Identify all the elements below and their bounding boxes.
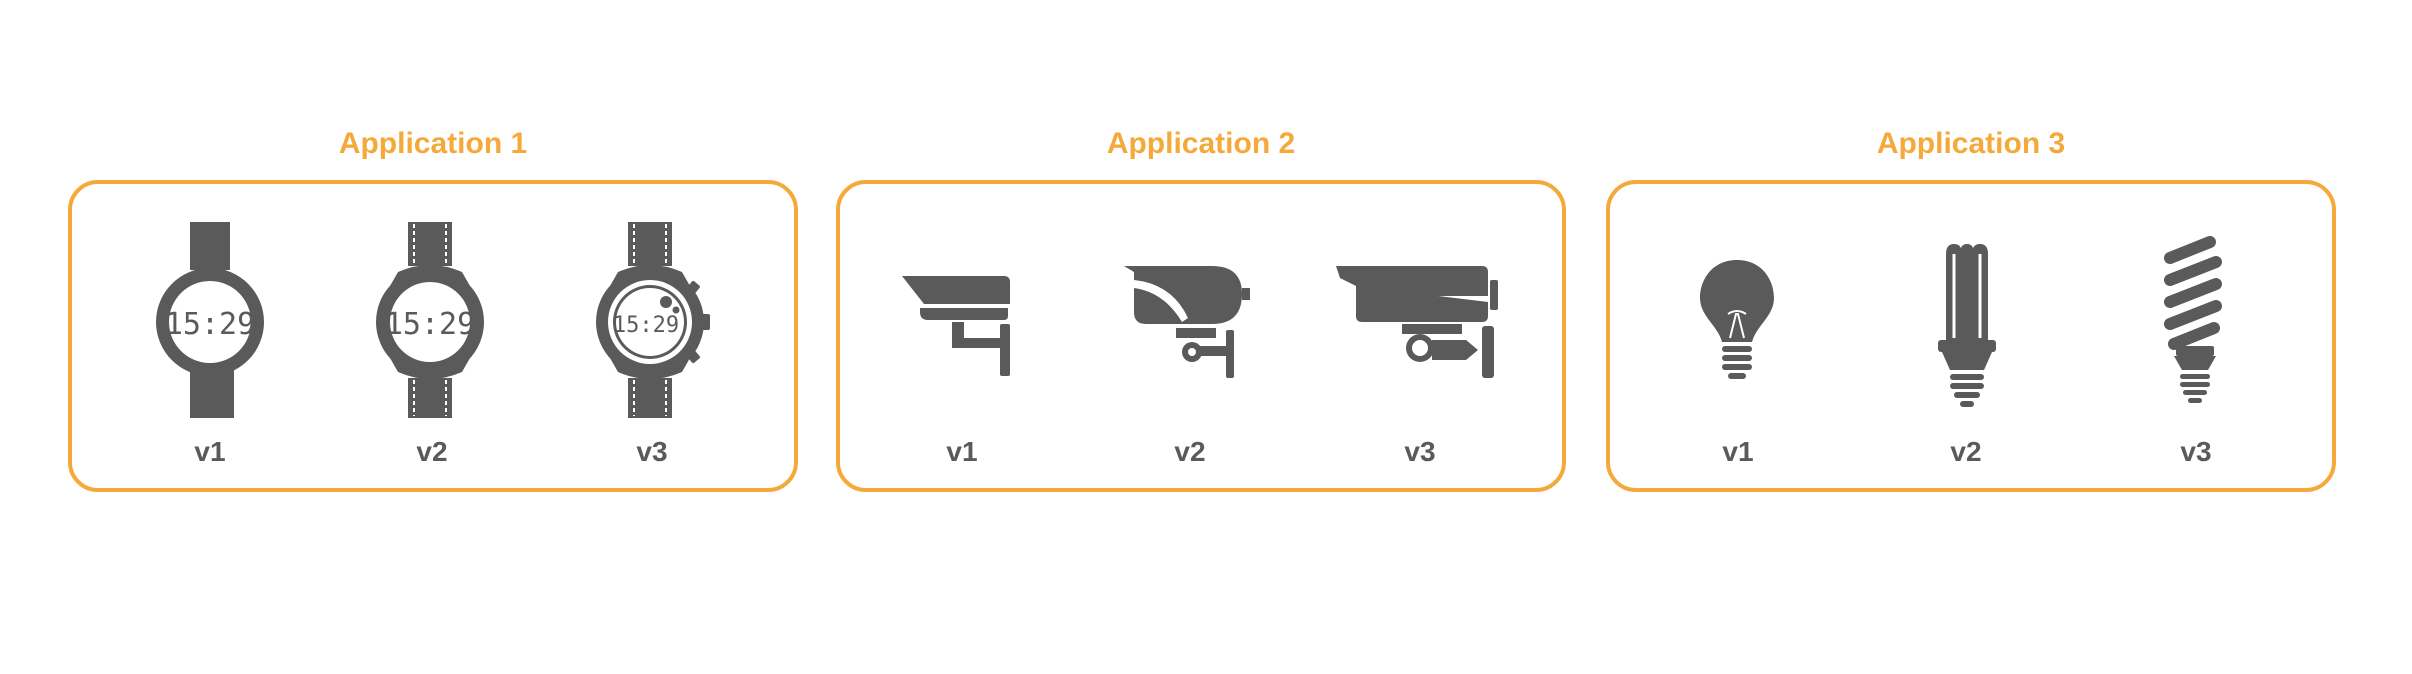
watch-v1-icon: 15:29 bbox=[150, 220, 270, 420]
bulb-v2-icon bbox=[1922, 240, 2012, 410]
application-2-v3-label: v3 bbox=[1404, 436, 1436, 467]
bulb-v1-icon bbox=[1692, 258, 1782, 388]
watch-v3-icon: 15:29 bbox=[590, 220, 720, 420]
watch-time-display: 15:29 bbox=[613, 313, 679, 338]
application-3-v2-label: v2 bbox=[1950, 436, 1982, 467]
application-3-v1-label: v1 bbox=[1722, 436, 1754, 467]
camera-v2-icon bbox=[1116, 262, 1256, 382]
application-1-v2-label: v2 bbox=[416, 436, 448, 467]
application-2-title: Application 2 bbox=[1106, 127, 1296, 160]
camera-v1-icon bbox=[900, 270, 1020, 380]
application-2-panel bbox=[836, 180, 1566, 492]
application-3-panel bbox=[1606, 180, 2336, 492]
application-3-title: Application 3 bbox=[1876, 127, 2066, 160]
application-1-v1-label: v1 bbox=[194, 436, 226, 467]
application-3-v3-label: v3 bbox=[2180, 436, 2212, 467]
camera-v3-icon bbox=[1332, 262, 1502, 382]
watch-v2-icon: 15:29 bbox=[370, 220, 490, 420]
application-2-v1-label: v1 bbox=[946, 436, 978, 467]
application-1-title: Application 1 bbox=[338, 127, 528, 160]
watch-time-display: 15:29 bbox=[165, 307, 255, 342]
bulb-v3-icon bbox=[2150, 236, 2240, 406]
application-1-v3-label: v3 bbox=[636, 436, 668, 467]
application-1-panel bbox=[68, 180, 798, 492]
application-2-v2-label: v2 bbox=[1174, 436, 1206, 467]
watch-time-display: 15:29 bbox=[385, 307, 475, 342]
